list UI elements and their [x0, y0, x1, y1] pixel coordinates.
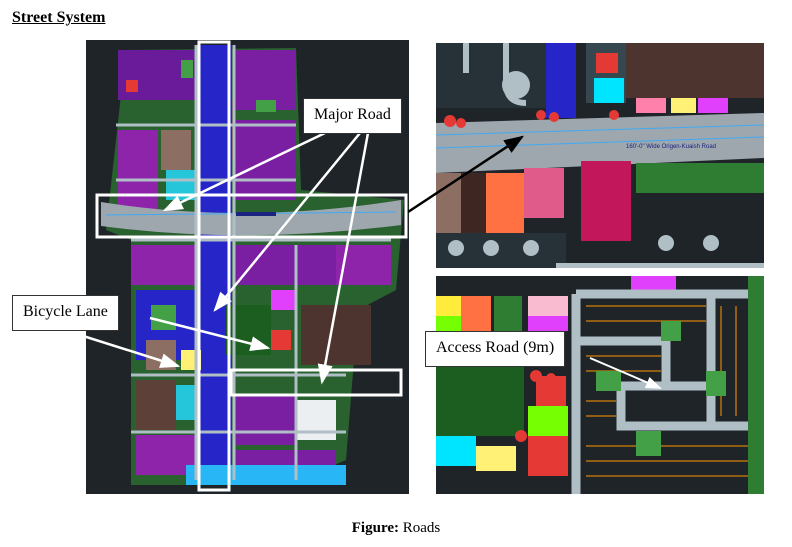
bicycle-lane-highlight	[197, 40, 231, 492]
access-road-pointer	[589, 357, 662, 389]
cul-de-sac-bulb	[502, 71, 530, 99]
callout-bicycle-lane: Bicycle Lane	[12, 295, 119, 331]
block	[301, 305, 371, 365]
block	[181, 60, 193, 78]
block	[118, 130, 158, 220]
access-road-network	[571, 289, 764, 494]
major-road-zoom-drawing: 160'-0" Wide Origen-Kuaish Road	[436, 43, 764, 268]
block	[126, 80, 138, 92]
callout-access-road: Access Road (9m)	[425, 331, 566, 367]
block	[151, 305, 176, 330]
block	[271, 330, 291, 350]
caption-text: Roads	[398, 520, 441, 536]
bicycle-lane-pointer	[79, 333, 181, 368]
road-marking	[236, 212, 276, 216]
section-heading: Street System	[12, 9, 106, 26]
lower-cul-de-sacs	[448, 235, 719, 256]
block	[236, 120, 296, 200]
zoom-link-arrow	[407, 135, 525, 214]
major-road	[101, 200, 401, 236]
street-grid	[116, 45, 391, 480]
block	[176, 385, 198, 420]
bicycle-lane-pointer	[149, 316, 271, 351]
block	[136, 380, 176, 430]
major-road-pointer	[162, 131, 326, 212]
major-road-zoom: 160'-0" Wide Origen-Kuaish Road	[436, 43, 764, 268]
access-road-highlight	[229, 368, 403, 397]
callout-major-road: Major Road	[303, 98, 402, 134]
access-road-zoom	[436, 276, 764, 494]
block	[131, 245, 196, 285]
access-road-zoom-drawing	[436, 276, 764, 494]
bicycle-lane-strip	[198, 45, 232, 485]
road-label: 160'-0" Wide Origen-Kuaish Road	[626, 144, 716, 150]
trees	[515, 370, 556, 442]
major-road-highlight	[95, 193, 408, 239]
block	[236, 395, 296, 445]
block	[256, 100, 276, 112]
green-patches	[596, 321, 726, 456]
figure-caption: Figure: Roads	[0, 520, 792, 537]
lot-lines	[586, 305, 764, 477]
block	[161, 130, 191, 170]
block	[186, 465, 346, 485]
major-road-pointer	[317, 132, 370, 385]
caption-prefix: Figure:	[351, 520, 399, 536]
block	[271, 290, 296, 310]
bicycle-lane-strip	[546, 43, 576, 118]
road-centerline	[436, 136, 764, 149]
site-plan-map	[86, 40, 409, 494]
major-road-pointer	[213, 132, 361, 312]
